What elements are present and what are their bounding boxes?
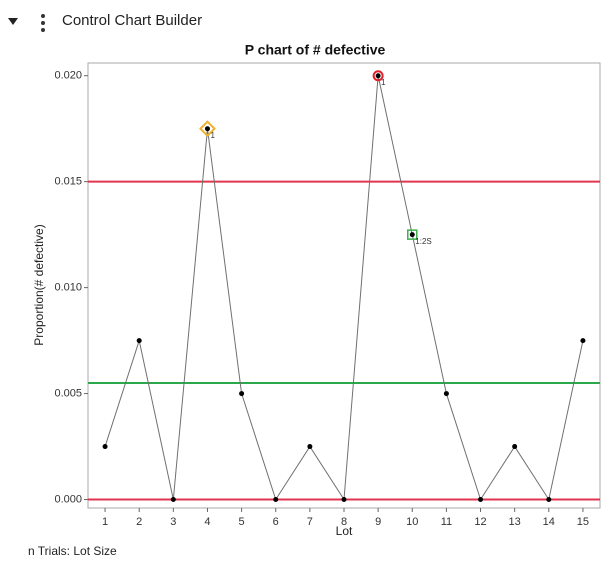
flag-circle xyxy=(372,70,384,82)
y-tick-label: 0.015 xyxy=(54,176,82,188)
data-point xyxy=(170,497,176,503)
x-tick-label: 4 xyxy=(204,516,210,528)
x-tick-label: 13 xyxy=(509,516,521,528)
collapse-toggle[interactable] xyxy=(8,18,18,25)
x-tick-label: 8 xyxy=(341,516,347,528)
flag-label: 1 xyxy=(381,78,386,87)
x-tick-label: 15 xyxy=(577,516,589,528)
data-point xyxy=(580,338,586,344)
flag-label: 1:2S xyxy=(415,237,431,246)
y-tick-label: 0.000 xyxy=(54,493,82,505)
x-tick-label: 9 xyxy=(375,516,381,528)
data-point xyxy=(512,444,518,450)
y-tick-label: 0.005 xyxy=(54,387,82,399)
menu-icon[interactable] xyxy=(41,14,45,32)
data-point xyxy=(409,232,415,238)
x-tick-label: 6 xyxy=(273,516,279,528)
x-tick-label: 5 xyxy=(239,516,245,528)
x-tick-label: 1 xyxy=(102,516,108,528)
x-tick-label: 12 xyxy=(474,516,486,528)
header-title: Control Chart Builder xyxy=(62,12,202,29)
x-tick-label: 7 xyxy=(307,516,313,528)
data-point xyxy=(375,73,381,79)
data-line xyxy=(104,75,584,502)
data-point xyxy=(102,444,108,450)
plot-frame xyxy=(87,62,601,509)
data-point xyxy=(239,391,245,397)
x-tick-label: 2 xyxy=(136,516,142,528)
data-point xyxy=(204,126,210,132)
x-tick-label: 10 xyxy=(406,516,418,528)
x-tick-label: 11 xyxy=(441,516,452,528)
data-point xyxy=(136,338,142,344)
x-axis-label: Lot xyxy=(336,524,353,538)
y-tick-label: 0.020 xyxy=(54,70,82,82)
y-axis-label: Proportion(# defective) xyxy=(32,224,46,345)
x-tick-label: 14 xyxy=(543,516,555,528)
flag-diamond xyxy=(199,120,216,138)
data-point xyxy=(273,497,279,503)
footer-note: n Trials: Lot Size xyxy=(28,544,117,558)
data-point xyxy=(546,497,552,503)
y-tick-label: 0.010 xyxy=(54,282,82,294)
flag-square xyxy=(407,229,418,240)
chart-title: P chart of # defective xyxy=(245,42,386,58)
data-point xyxy=(307,444,313,450)
data-point xyxy=(478,497,484,503)
flag-label: 1 xyxy=(210,131,215,140)
x-tick-label: 3 xyxy=(170,516,176,528)
data-point xyxy=(443,391,449,397)
data-point xyxy=(341,497,347,503)
